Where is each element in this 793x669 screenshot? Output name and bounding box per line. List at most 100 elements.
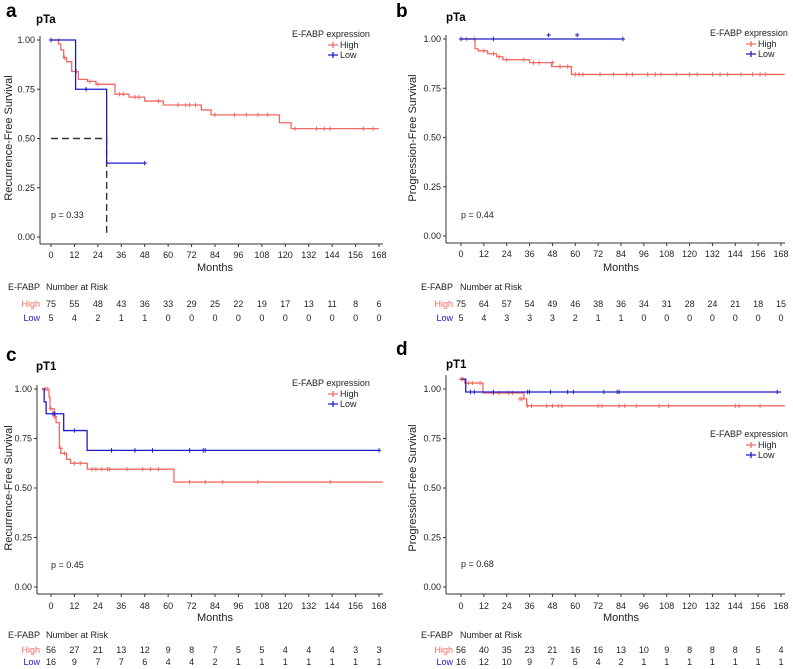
risk-count: 1: [353, 657, 358, 667]
y-tick-label: 0.50: [423, 133, 441, 143]
risk-count: 0: [189, 313, 194, 323]
censor-mark-high: [255, 112, 261, 118]
x-tick-label: 120: [278, 250, 293, 260]
censor-mark-high: [550, 403, 555, 409]
censor-mark-high: [156, 466, 161, 472]
x-tick-label: 84: [210, 250, 220, 260]
x-tick-label: 120: [682, 249, 697, 259]
risk-count: 5: [573, 657, 578, 667]
x-tick-label: 96: [639, 601, 649, 611]
censor-mark-high: [645, 72, 650, 77]
censor-mark-high: [580, 72, 586, 77]
censor-mark-high: [674, 72, 679, 77]
y-tick-label: 1.00: [423, 384, 441, 394]
censor-mark-high: [265, 112, 270, 118]
y-tick-label: 0.25: [14, 533, 32, 543]
risk-count: 0: [778, 313, 783, 323]
risk-count: 0: [330, 313, 335, 323]
panel-title: pT1: [446, 359, 467, 371]
censor-mark-high: [496, 54, 502, 59]
risk-count: 12: [479, 657, 489, 667]
risk-count: 1: [236, 657, 241, 667]
x-tick-label: 84: [210, 601, 220, 611]
risk-count: 1: [687, 657, 692, 667]
x-tick-label: 12: [479, 249, 489, 259]
x-axis-label: Months: [197, 262, 234, 274]
censor-mark-high: [597, 72, 603, 77]
risk-count: 6: [142, 657, 147, 667]
legend-title: E-FABP expression: [710, 28, 788, 38]
risk-table-label-low: Low: [23, 657, 40, 667]
censor-mark-high: [44, 386, 50, 392]
x-tick-label: 0: [48, 250, 53, 260]
censor-mark-high: [232, 112, 237, 118]
risk-count: 8: [710, 645, 715, 655]
y-tick-label: 0.75: [423, 83, 441, 93]
censor-mark-low: [571, 389, 576, 395]
censor-mark-low: [601, 389, 607, 395]
y-tick-label: 0.75: [423, 434, 441, 444]
censor-mark-low: [565, 389, 570, 395]
censor-mark-high: [544, 403, 549, 409]
risk-count: 35: [502, 645, 512, 655]
censor-mark-low: [472, 389, 477, 395]
risk-count: 9: [527, 657, 532, 667]
risk-count: 8: [733, 645, 738, 655]
censor-mark-low: [150, 448, 155, 453]
censor-mark-high: [694, 72, 700, 77]
y-tick-label: 1.00: [17, 35, 35, 45]
p-value: p = 0.33: [51, 210, 84, 220]
panel-letter: d: [396, 339, 408, 360]
risk-count: 5: [259, 645, 264, 655]
risk-count: 34: [639, 299, 649, 309]
censor-mark-high: [220, 479, 226, 485]
risk-count: 28: [685, 299, 695, 309]
x-tick-label: 60: [570, 601, 580, 611]
legend-label-high: High: [758, 440, 777, 450]
risk-count: 75: [46, 299, 56, 309]
x-tick-label: 12: [69, 601, 79, 611]
risk-count: 1: [733, 657, 738, 667]
risk-count: 0: [664, 313, 669, 323]
panel-letter: b: [396, 1, 408, 22]
risk-count: 0: [212, 313, 217, 323]
x-tick-label: 84: [616, 249, 626, 259]
censor-mark-high: [519, 396, 525, 402]
censor-mark-high: [117, 91, 122, 97]
risk-count: 5: [48, 313, 53, 323]
censor-mark-high: [93, 466, 99, 472]
censor-mark-high: [573, 72, 578, 77]
risk-count: 46: [570, 299, 580, 309]
censor-mark-high: [89, 466, 95, 472]
censor-mark-high: [521, 57, 527, 62]
x-tick-label: 120: [682, 601, 697, 611]
panel-title: pTa: [446, 12, 466, 24]
x-tick-label: 108: [254, 601, 269, 611]
km-curve-low: [42, 388, 379, 452]
censor-mark-high: [725, 72, 730, 77]
x-tick-label: 48: [547, 601, 557, 611]
risk-count: 9: [72, 657, 77, 667]
x-tick-label: 156: [751, 601, 766, 611]
legend-key-high: [746, 41, 756, 47]
censor-mark-high: [634, 403, 639, 409]
y-tick-label: 0.00: [423, 231, 441, 241]
km-curve-high: [461, 378, 785, 407]
risk-count: 3: [353, 645, 358, 655]
censor-mark-high: [140, 466, 145, 472]
censor-mark-high: [529, 403, 534, 409]
risk-count: 0: [733, 313, 738, 323]
risk-count: 7: [212, 645, 217, 655]
censor-mark-high: [536, 60, 542, 65]
risk-count: 4: [166, 657, 171, 667]
risk-count: 2: [95, 313, 100, 323]
censor-mark-high: [656, 403, 662, 409]
x-tick-label: 96: [233, 601, 243, 611]
risk-count: 17: [280, 299, 290, 309]
risk-table-title: Number at Risk: [460, 630, 523, 640]
censor-mark-low: [72, 428, 77, 433]
risk-count: 0: [687, 313, 692, 323]
censor-mark-high: [757, 403, 763, 409]
risk-count: 23: [525, 645, 535, 655]
